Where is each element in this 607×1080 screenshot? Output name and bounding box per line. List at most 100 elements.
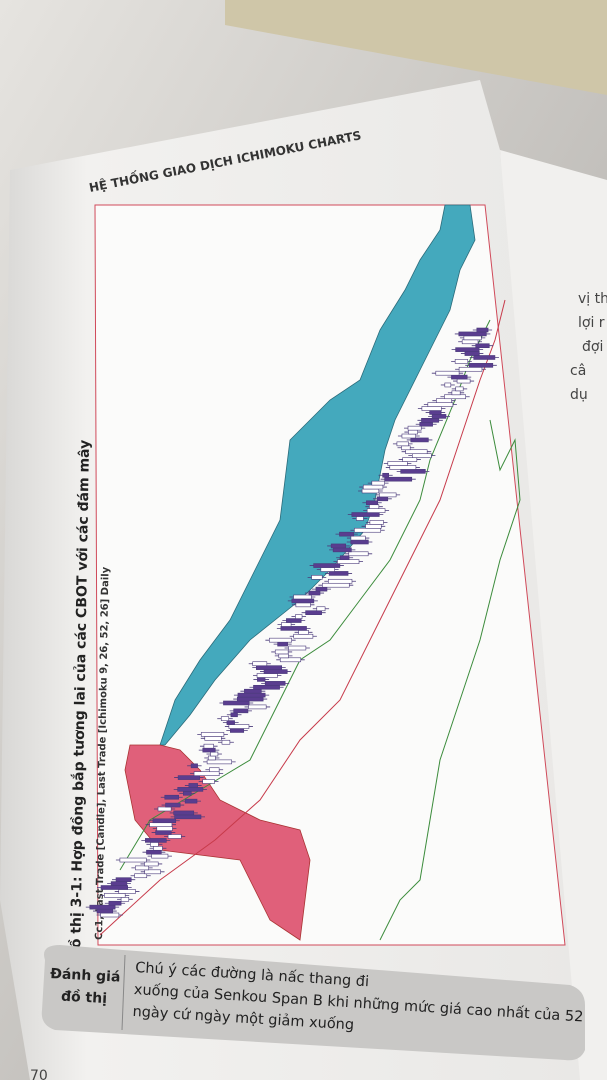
candle-body bbox=[407, 425, 422, 431]
candle-body bbox=[316, 606, 326, 612]
candle-body bbox=[274, 649, 289, 655]
candle-body bbox=[183, 790, 192, 796]
candle-body bbox=[387, 461, 408, 466]
candle-body bbox=[100, 885, 128, 890]
candle-body bbox=[320, 567, 335, 572]
candle-body bbox=[350, 539, 369, 545]
candle-body bbox=[177, 787, 204, 792]
candle-body bbox=[165, 802, 181, 808]
candle-body bbox=[473, 355, 496, 360]
candle-body bbox=[339, 531, 355, 537]
candle-body bbox=[202, 779, 215, 784]
candle-body bbox=[152, 818, 177, 824]
candle-body bbox=[401, 445, 411, 451]
candle-body bbox=[332, 547, 352, 553]
candle-body bbox=[134, 873, 148, 879]
candle-body bbox=[255, 665, 282, 670]
candle-body bbox=[280, 626, 307, 631]
candle-body bbox=[221, 739, 231, 745]
right-page-text-line: dụ bbox=[570, 387, 588, 403]
candle-body bbox=[248, 704, 267, 710]
candle-body bbox=[376, 496, 389, 502]
right-page bbox=[500, 150, 607, 1080]
candle-body bbox=[305, 610, 322, 615]
candle-body bbox=[279, 657, 302, 663]
candle-body bbox=[330, 543, 347, 549]
candle-body bbox=[188, 783, 198, 788]
candle-body bbox=[461, 339, 479, 345]
candle-body bbox=[237, 692, 266, 698]
candle-body bbox=[402, 457, 418, 462]
candle-body bbox=[263, 669, 288, 674]
candle-body bbox=[177, 775, 200, 780]
candle-body bbox=[444, 382, 452, 388]
candle-body bbox=[354, 527, 382, 533]
candle-body bbox=[476, 327, 489, 333]
candle-body bbox=[339, 555, 350, 561]
candle-body bbox=[269, 637, 292, 643]
candle-body bbox=[146, 849, 162, 855]
candle-body bbox=[145, 838, 167, 843]
candle-body bbox=[389, 465, 417, 470]
candle-body bbox=[200, 732, 225, 737]
candle-body bbox=[108, 900, 122, 906]
candle-body bbox=[322, 582, 350, 588]
candle-body bbox=[135, 865, 149, 871]
candle-body bbox=[410, 437, 429, 443]
candle-body bbox=[412, 453, 432, 458]
candle-body bbox=[115, 877, 132, 882]
candle-body bbox=[230, 728, 245, 733]
candle-body bbox=[366, 500, 379, 506]
candle-body bbox=[228, 724, 250, 729]
candle-body bbox=[436, 398, 452, 403]
candle-body bbox=[278, 653, 289, 659]
candle-body bbox=[149, 822, 173, 827]
candle-body bbox=[210, 751, 219, 757]
candle-body bbox=[236, 696, 264, 702]
candle-body bbox=[155, 830, 172, 835]
candle-body bbox=[382, 472, 389, 478]
candle-body bbox=[475, 343, 490, 349]
candle-body bbox=[328, 578, 353, 584]
candle-body bbox=[257, 677, 266, 682]
candle-body bbox=[286, 618, 302, 623]
kijun-line bbox=[119, 319, 491, 871]
candle-body bbox=[144, 861, 159, 867]
candle-body bbox=[190, 763, 198, 769]
candle-body bbox=[313, 563, 341, 568]
candle-body bbox=[365, 524, 382, 529]
right-page-text-line: vị th bbox=[578, 291, 607, 307]
candle-body bbox=[458, 366, 483, 372]
candle-body bbox=[451, 390, 461, 396]
candle-body bbox=[244, 688, 262, 694]
candle-body bbox=[206, 759, 232, 765]
candle-body bbox=[230, 712, 238, 718]
candle-body bbox=[173, 810, 195, 816]
candle-body bbox=[167, 834, 182, 839]
candle-body bbox=[253, 684, 280, 690]
candle-body bbox=[455, 386, 464, 392]
candle-body bbox=[277, 641, 288, 647]
candle-body bbox=[150, 842, 159, 847]
candle-body bbox=[379, 492, 397, 498]
right-page-text: vị th lợi r đợi câ dụ bbox=[570, 291, 607, 403]
candle-body bbox=[291, 598, 315, 604]
candle-body bbox=[118, 889, 136, 894]
book-behind bbox=[225, 0, 607, 95]
candle-body bbox=[209, 767, 220, 773]
candle-body bbox=[252, 661, 268, 667]
candle-body bbox=[220, 716, 230, 721]
candle-body bbox=[350, 535, 366, 541]
caption-box bbox=[41, 945, 585, 1061]
candle-body bbox=[89, 904, 116, 910]
candle-body bbox=[337, 559, 360, 564]
chikou-line bbox=[379, 419, 521, 941]
candle-body bbox=[401, 433, 417, 439]
candle-body bbox=[435, 370, 460, 376]
candle-body bbox=[233, 708, 249, 714]
candle-body bbox=[226, 720, 235, 725]
candle-body bbox=[456, 378, 471, 384]
candle-body bbox=[264, 681, 286, 686]
candle-body bbox=[256, 673, 278, 678]
candle-body bbox=[295, 602, 311, 608]
